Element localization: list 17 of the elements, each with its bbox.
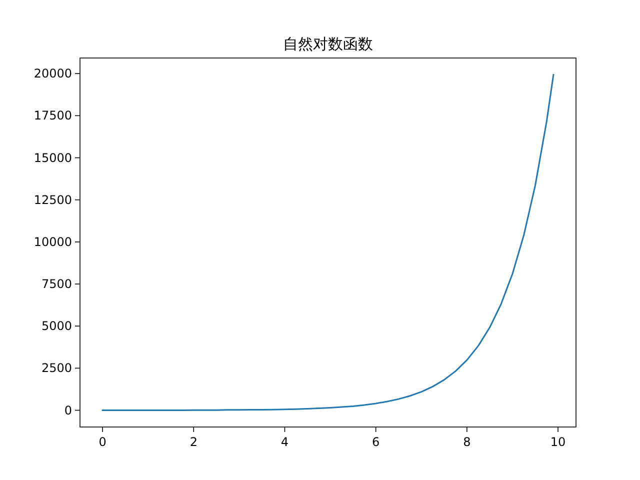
y-tick-label: 20000 [34, 66, 72, 81]
x-tick-label: 6 [372, 435, 380, 449]
x-tick-label: 8 [463, 435, 471, 449]
y-tick-label: 15000 [34, 150, 72, 165]
y-tick-label: 17500 [34, 108, 72, 123]
chart-title: 自然对数函数 [283, 35, 373, 53]
y-tick-label: 0 [64, 403, 72, 418]
x-tick-label: 4 [280, 435, 289, 449]
y-tick-label: 5000 [41, 319, 72, 334]
y-tick-label: 2500 [41, 361, 72, 376]
x-tick-label: 10 [550, 435, 566, 449]
x-tick-label: 0 [98, 435, 106, 449]
x-tick-label: 2 [190, 435, 198, 449]
y-tick-label: 10000 [34, 234, 72, 249]
y-tick-label: 12500 [34, 192, 72, 207]
line-series [102, 74, 554, 411]
y-tick-label: 7500 [41, 277, 72, 291]
